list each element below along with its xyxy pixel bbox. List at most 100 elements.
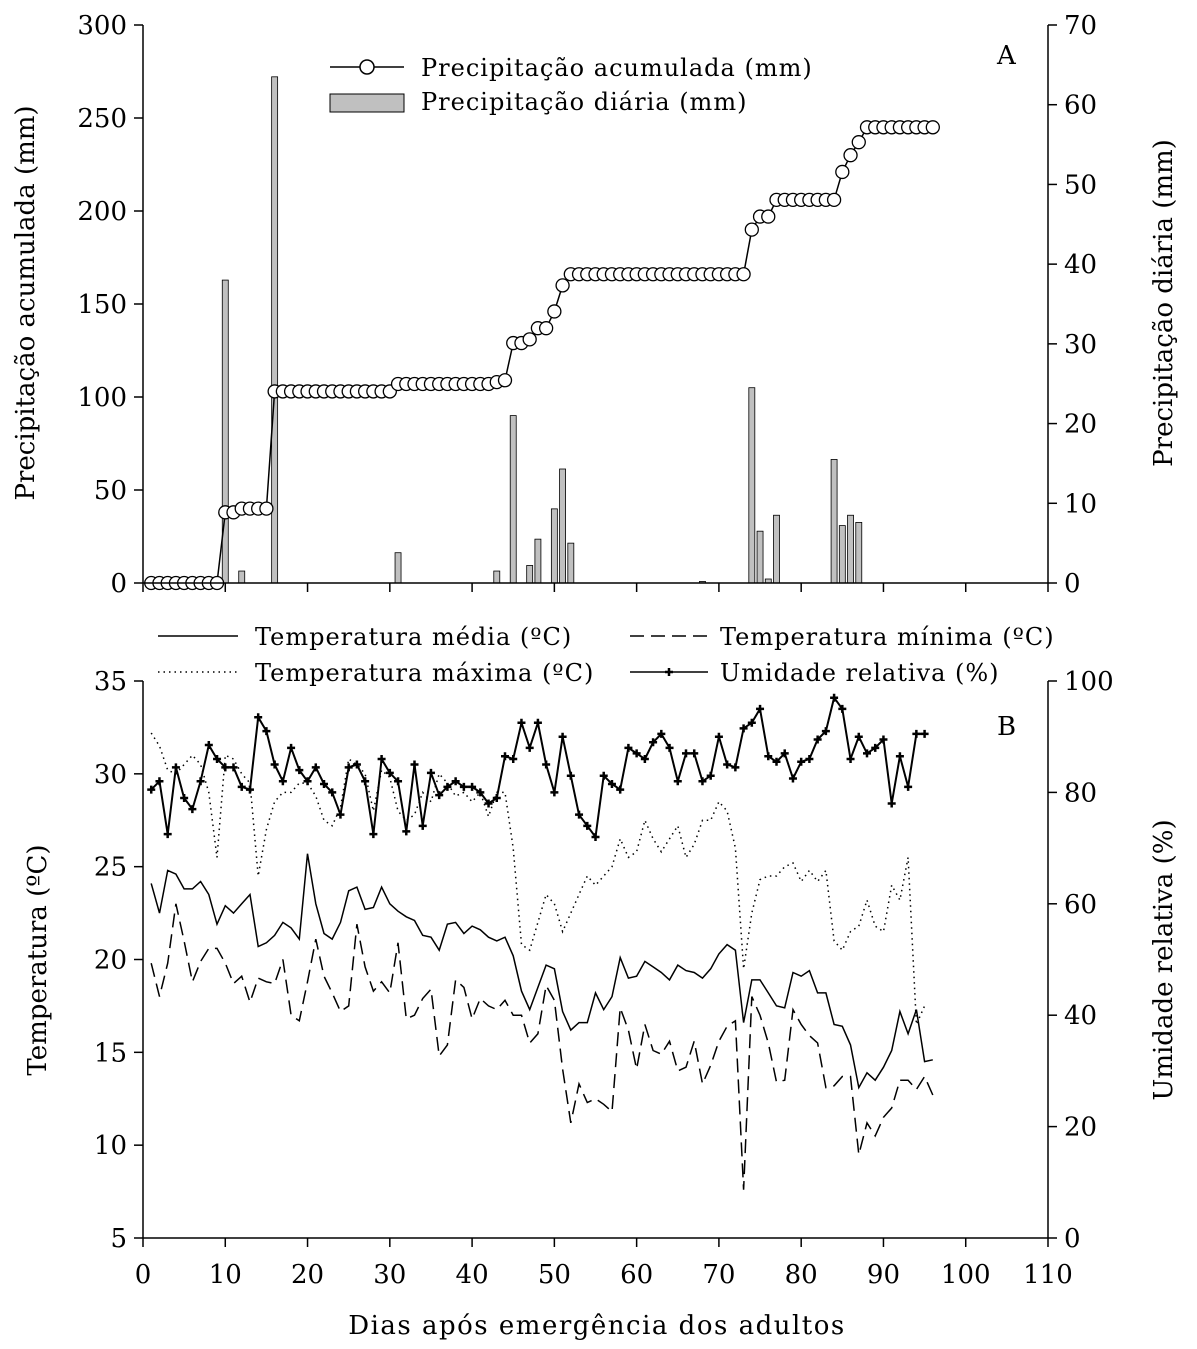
panel-a-right-tick-label: 0: [1064, 569, 1081, 599]
panel-a-right-tick-label: 50: [1064, 170, 1097, 200]
x-tick-label: 10: [209, 1260, 242, 1290]
panel-a-right-tick-label: 30: [1064, 330, 1097, 360]
cumulative-precip-point: [851, 135, 866, 150]
humidity-point: [533, 718, 542, 727]
humidity-point: [690, 749, 699, 758]
humidity-point: [682, 749, 690, 758]
panel-b-right-tick-label: 80: [1064, 778, 1097, 808]
humidity-point: [575, 810, 584, 819]
humidity-point: [780, 749, 789, 758]
legend-cumulative-label: Precipitação acumulada (mm): [421, 54, 813, 82]
panel-b-label: B: [997, 712, 1016, 742]
panel-a-axes: 0 50 100 150 200 250 300 0 10 20 30 40 50 60 70: [77, 11, 1097, 599]
humidity-point: [451, 777, 460, 786]
cumulative-precip-point: [761, 209, 776, 224]
humidity-point: [813, 735, 822, 744]
humidity-point: [245, 785, 254, 794]
humidity-point: [492, 793, 501, 802]
humidity-point: [863, 749, 871, 758]
panel-b-left-tick-label: 35: [94, 667, 127, 697]
humidity-point: [254, 713, 263, 722]
humidity-point: [385, 768, 394, 777]
panel-b-right-tick-label: 20: [1064, 1113, 1097, 1143]
humidity-point: [558, 732, 567, 741]
cumulative-precip-point: [538, 321, 554, 336]
humidity-point: [402, 827, 411, 836]
daily-precip-bar: [238, 570, 246, 584]
panel-a-left-tick-label: 100: [77, 383, 127, 413]
daily-precip-bar: [526, 565, 534, 584]
daily-precip-bar: [394, 552, 402, 584]
humidity-point: [426, 768, 435, 777]
humidity-point: [854, 732, 863, 741]
humidity-point: [418, 821, 427, 830]
humidity-point: [756, 704, 765, 713]
humidity-point: [171, 763, 180, 772]
panel-a: 0 50 100 150 200 250 300 0 10 20 30 40 50 60 70 A Prec…: [11, 11, 1179, 599]
cumulative-precip-point: [497, 373, 513, 388]
humidity-point: [328, 788, 337, 797]
x-tick-label: 50: [538, 1260, 571, 1290]
panel-b-left-tick-label: 25: [94, 853, 127, 883]
daily-precip-bar: [830, 459, 838, 584]
daily-precip-bar: [838, 525, 846, 584]
humidity-point: [361, 777, 370, 786]
humidity-point: [303, 777, 312, 786]
humidity-point: [213, 754, 222, 763]
humidity-point: [476, 788, 485, 797]
legend-daily-bar-icon: [329, 93, 405, 113]
x-tick-label: 60: [620, 1260, 653, 1290]
humidity-point: [747, 718, 756, 727]
humidity-point: [879, 735, 888, 744]
panel-b-legend: Temperatura média (ºC) Temperatura mínim…: [158, 623, 1054, 687]
panel-a-right-tick-label: 60: [1064, 91, 1097, 121]
daily-precip-bar: [493, 570, 501, 584]
humidity-point: [410, 760, 419, 769]
daily-precip-bar: [855, 522, 863, 584]
panel-a-ylabel-left: Precipitação acumulada (mm): [11, 105, 41, 500]
cumulative-precip-point: [744, 222, 759, 237]
daily-precip-bar: [847, 514, 854, 584]
panel-a-left-tick-label: 200: [77, 197, 127, 227]
x-axis-tick-labels: 0 10 20 30 40 50 60 70 80 90 100 110: [135, 1260, 1073, 1290]
panel-a-right-tick-label: 40: [1064, 250, 1097, 280]
humidity-point: [550, 788, 559, 797]
humidity-point: [706, 771, 715, 780]
humidity-point: [920, 729, 929, 738]
humidity-point: [484, 799, 493, 808]
panel-b-left-tick-label: 15: [94, 1038, 127, 1068]
x-tick-label: 20: [291, 1260, 324, 1290]
legend-daily-label: Precipitação diária (mm): [421, 88, 747, 116]
humidity-point: [904, 782, 913, 791]
humidity-point: [616, 785, 625, 794]
temperature-humidity-lines: [147, 693, 934, 1190]
daily-precip-bar: [221, 279, 229, 584]
panel-b: 5 10 15 20 25 30 35 0 20 40 60 80 100 B Temperatura …: [23, 623, 1179, 1254]
cumulative-precip-point: [547, 304, 562, 319]
humidity-point: [797, 757, 806, 766]
humidity-point: [566, 771, 575, 780]
humidity-point: [805, 754, 814, 763]
humidity-point: [501, 752, 509, 761]
panel-a-left-tick-label: 0: [110, 569, 127, 599]
panel-a-left-tick-label: 250: [77, 104, 127, 134]
panel-a-right-tick-label: 10: [1064, 489, 1097, 519]
humidity-point: [221, 763, 230, 772]
humidity-point: [846, 754, 855, 763]
humidity-point: [739, 724, 748, 733]
series-line-3: [150, 732, 926, 1025]
humidity-point: [287, 743, 296, 752]
daily-precip-bars: [221, 76, 863, 584]
panel-b-left-tick-label: 20: [94, 946, 127, 976]
humidity-point: [352, 760, 361, 769]
humidity-point: [459, 782, 468, 791]
x-tick-label: 40: [456, 1260, 489, 1290]
daily-precip-bar: [534, 538, 542, 584]
humidity-point: [525, 743, 534, 752]
humidity-point: [731, 763, 740, 772]
humidity-point: [155, 777, 164, 786]
humidity-point: [147, 785, 156, 794]
humidity-point: [838, 704, 847, 713]
panel-a-label: A: [996, 41, 1017, 71]
humidity-point: [657, 729, 666, 738]
